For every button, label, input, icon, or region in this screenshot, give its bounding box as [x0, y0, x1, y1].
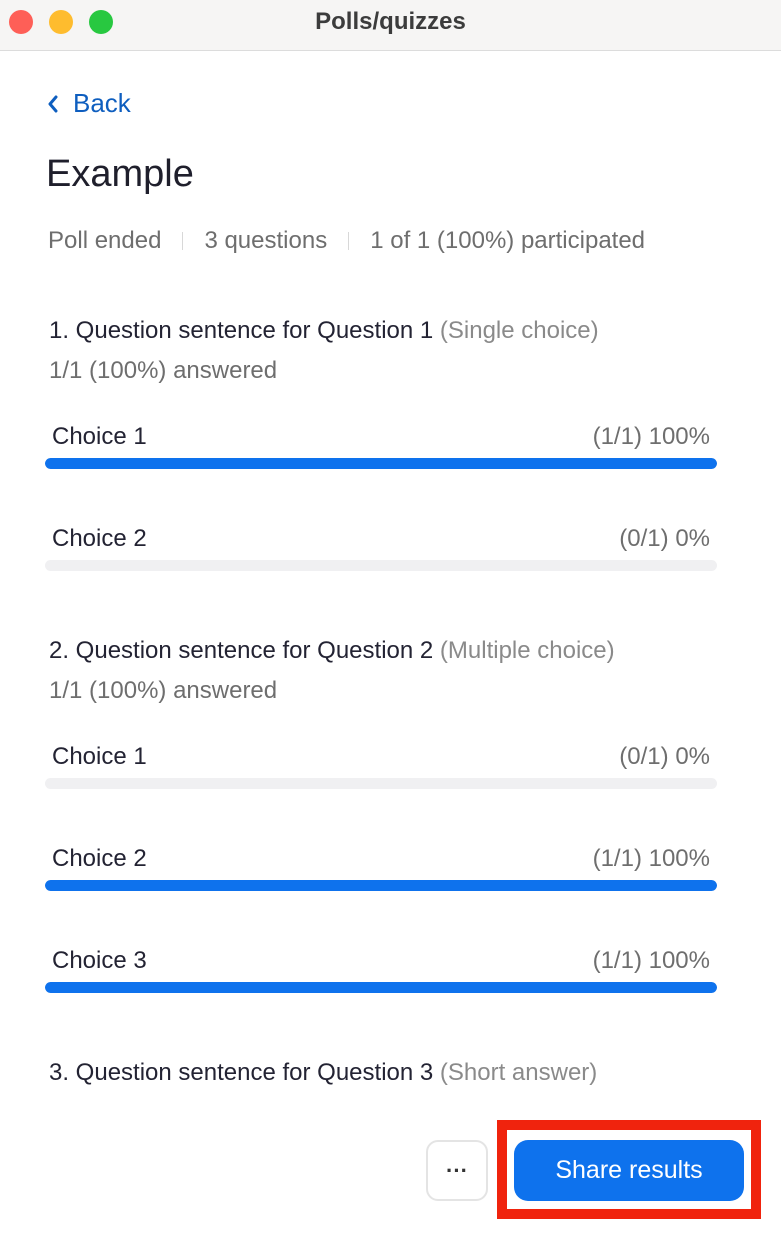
result-bar: [45, 880, 717, 891]
poll-status: Poll ended: [48, 227, 162, 254]
back-label: Back: [73, 88, 131, 118]
result-bar: [45, 560, 717, 571]
choice-label: Choice 1: [52, 423, 147, 450]
question-count: 3 questions: [204, 227, 328, 254]
more-options-button[interactable]: ···: [426, 1140, 488, 1201]
choice-label: Choice 2: [52, 845, 147, 872]
question-text: 2. Question sentence for Question 2: [49, 637, 434, 664]
choice-result: (0/1) 0%: [619, 525, 710, 552]
chevron-left-icon: [48, 95, 58, 112]
divider: [182, 232, 184, 250]
question-text: 1. Question sentence for Question 1: [49, 317, 434, 344]
divider: [348, 232, 350, 250]
choice-result: (0/1) 0%: [619, 743, 710, 770]
choice-result: (1/1) 100%: [592, 845, 710, 872]
question-type: (Short answer): [439, 1059, 598, 1086]
poll-title: Example: [46, 153, 194, 195]
back-button[interactable]: Back: [47, 88, 131, 119]
choice-label: Choice 1: [52, 743, 147, 770]
answered-count: 1/1 (100%) answered: [49, 357, 278, 384]
minimize-window-button[interactable]: [49, 10, 73, 34]
window-title: Polls/quizzes: [315, 8, 466, 35]
highlight-box: [497, 1120, 761, 1219]
answered-count: 1/1 (100%) answered: [49, 677, 278, 704]
result-bar: [45, 982, 717, 993]
result-bar: [45, 778, 717, 789]
result-bar: [45, 458, 717, 469]
question-title: 3. Question sentence for Question 3 (Sho…: [49, 1059, 597, 1087]
result-bar-fill: [45, 982, 717, 993]
title-bar: Polls/quizzes: [0, 0, 781, 51]
poll-meta: Poll ended 3 questions 1 of 1 (100%) par…: [48, 227, 645, 255]
question-title: 1. Question sentence for Question 1 (Sin…: [49, 317, 599, 345]
participation: 1 of 1 (100%) participated: [370, 227, 646, 254]
choice-result: (1/1) 100%: [592, 947, 710, 974]
question-title: 2. Question sentence for Question 2 (Mul…: [49, 637, 615, 665]
close-window-button[interactable]: [9, 10, 33, 34]
question-text: 3. Question sentence for Question 3: [49, 1059, 434, 1086]
choice-label: Choice 3: [52, 947, 147, 974]
choice-result: (1/1) 100%: [592, 423, 710, 450]
choice-label: Choice 2: [52, 525, 147, 552]
question-type: (Single choice): [439, 317, 599, 344]
share-results-button[interactable]: Share results: [514, 1140, 744, 1201]
maximize-window-button[interactable]: [89, 10, 113, 34]
result-bar-fill: [45, 458, 717, 469]
question-type: (Multiple choice): [439, 637, 615, 664]
result-bar-fill: [45, 880, 717, 891]
